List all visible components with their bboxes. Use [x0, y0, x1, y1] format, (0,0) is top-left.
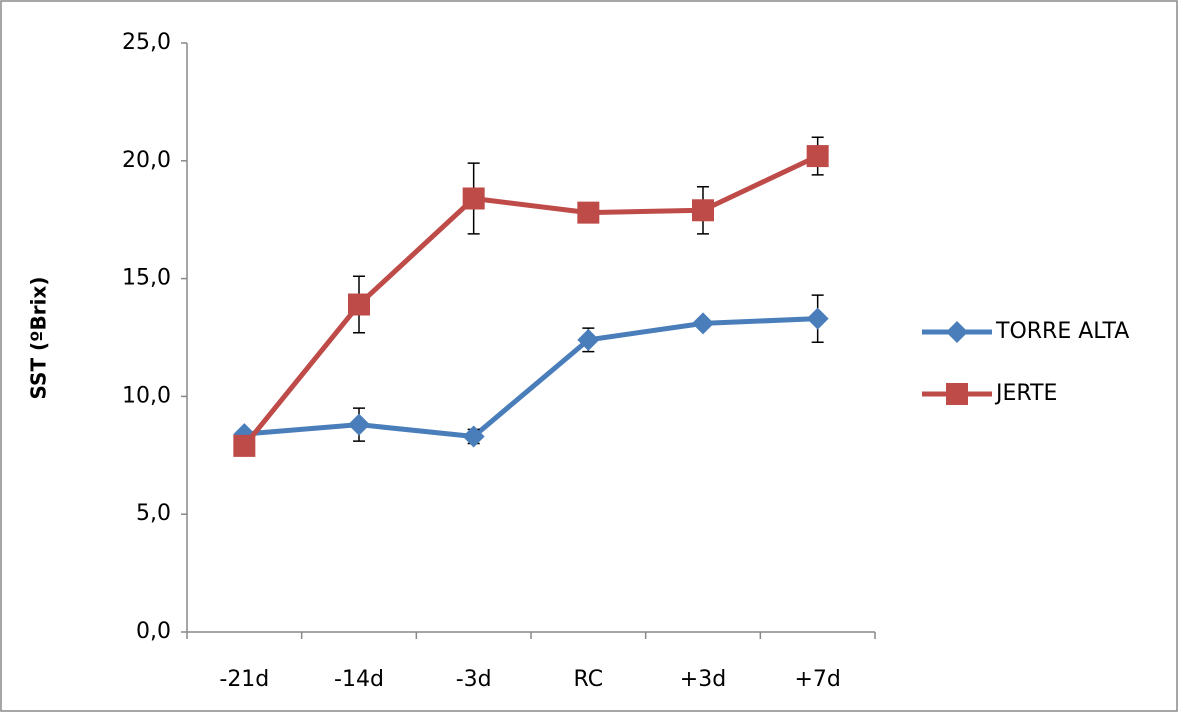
data-point [692, 199, 714, 222]
data-point [348, 293, 370, 316]
y-tick-label: 20,0 [122, 148, 171, 173]
legend-label: JERTE [994, 381, 1057, 406]
data-point [806, 307, 829, 330]
y-tick-label: 0,0 [136, 619, 171, 644]
y-tick-label: 5,0 [136, 501, 171, 526]
series-line [242, 153, 819, 448]
legend-marker [946, 383, 968, 405]
x-tick-label: -3d [456, 667, 492, 692]
x-tick-label: +3d [680, 667, 726, 692]
y-tick-label: 10,0 [122, 383, 171, 408]
data-point [348, 413, 370, 436]
data-point [806, 145, 829, 168]
x-tick-label: -21d [219, 667, 269, 692]
x-tick-label: -14d [334, 667, 384, 692]
y-axis-label: SST (ºBrix) [27, 277, 51, 400]
y-tick-label: 25,0 [122, 30, 171, 55]
data-point [577, 201, 600, 224]
data-point [462, 187, 485, 210]
legend-label: TORRE ALTA [995, 319, 1129, 344]
data-point [233, 434, 256, 457]
data-point [577, 328, 600, 351]
series-line [244, 316, 818, 439]
data-point [462, 425, 485, 448]
x-tick-label: RC [574, 667, 604, 692]
x-tick-label: +7d [794, 667, 840, 692]
data-point [692, 312, 714, 335]
legend-marker [946, 321, 968, 343]
y-tick-label: 15,0 [122, 266, 171, 291]
